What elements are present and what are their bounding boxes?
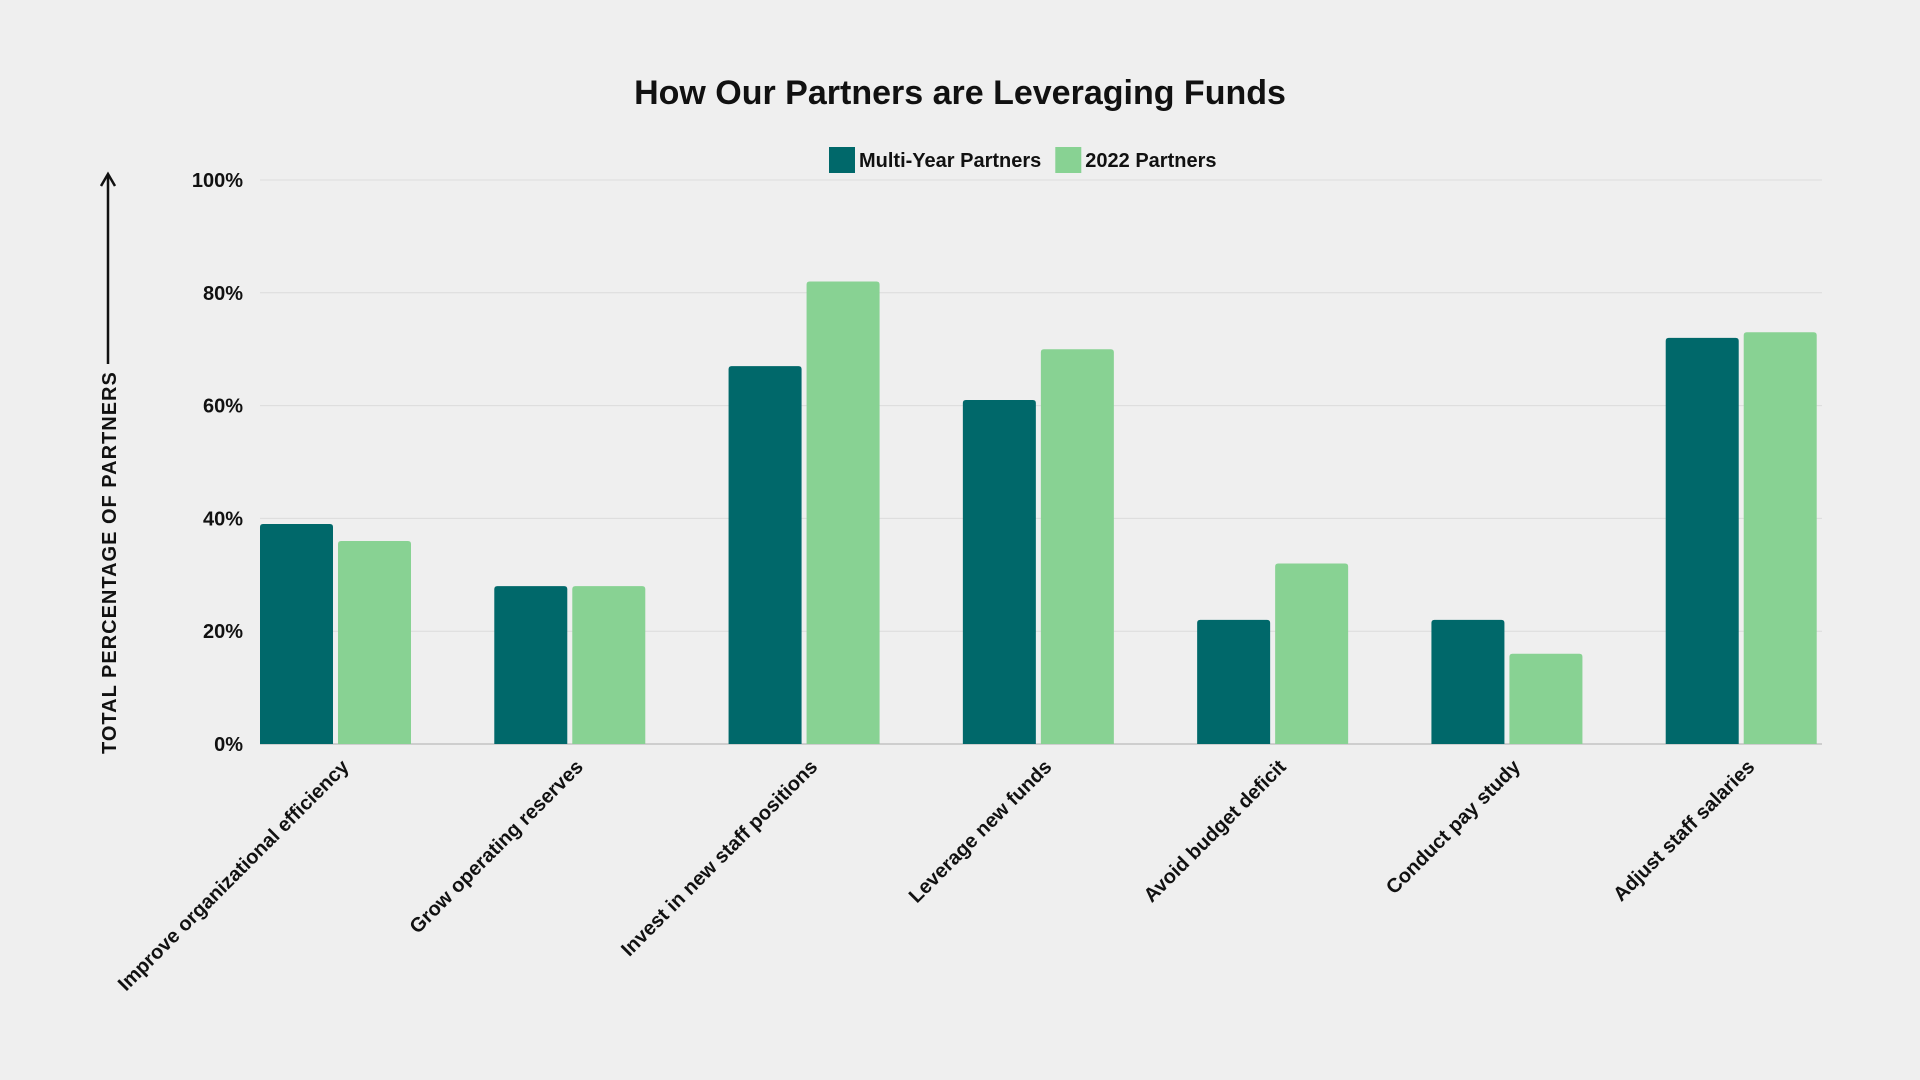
bar-2022-2 xyxy=(806,281,880,744)
x-tick-label: Improve organizational efficiency xyxy=(114,755,354,995)
y-tick-label: 40% xyxy=(203,508,243,530)
bar-multi-year-1 xyxy=(494,586,568,744)
chart-title: How Our Partners are Leveraging Funds xyxy=(634,74,1286,112)
bars xyxy=(260,281,1817,744)
legend-swatch xyxy=(829,147,855,173)
y-tick-label: 80% xyxy=(203,283,243,305)
bar-2022-1 xyxy=(572,586,646,744)
bar-multi-year-5 xyxy=(1431,619,1505,744)
bar-multi-year-3 xyxy=(962,399,1036,744)
bar-2022-5 xyxy=(1509,653,1583,744)
bar-2022-3 xyxy=(1040,349,1114,744)
y-axis-arrow xyxy=(99,171,117,364)
y-tick-label: 100% xyxy=(192,170,243,192)
x-tick-label: Grow operating reserves xyxy=(406,756,588,938)
legend: Multi-Year Partners 2022 Partners xyxy=(829,147,1217,173)
x-tick-label: Avoid budget deficit xyxy=(1140,756,1291,907)
x-tick-label: Conduct pay study xyxy=(1382,755,1525,898)
y-tick-label: 20% xyxy=(203,621,243,643)
legend-label: Multi-Year Partners xyxy=(859,150,1041,172)
bar-multi-year-4 xyxy=(1197,619,1271,744)
bar-2022-0 xyxy=(338,540,411,744)
y-tick-label: 60% xyxy=(203,396,243,418)
bar-multi-year-2 xyxy=(728,366,802,744)
legend-swatch xyxy=(1055,147,1082,173)
y-tick-label: 0% xyxy=(214,734,243,756)
x-tick-label: Invest in new staff positions xyxy=(617,756,822,961)
bar-2022-4 xyxy=(1275,563,1349,744)
bar-2022-6 xyxy=(1743,332,1817,744)
legend-label: 2022 Partners xyxy=(1085,150,1216,172)
bar-multi-year-6 xyxy=(1665,337,1739,744)
y-axis-ticks: 0% 20% 40% 60% 80% 100% xyxy=(192,170,243,756)
y-axis-label: TOTAL PERCENTAGE OF PARTNERS xyxy=(99,371,121,754)
x-axis-ticks: Improve organizational efficiency Grow op… xyxy=(114,755,1759,995)
bar-multi-year-0 xyxy=(260,524,333,744)
x-tick-label: Leverage new funds xyxy=(905,756,1057,908)
x-tick-label: Adjust staff salaries xyxy=(1609,756,1759,906)
